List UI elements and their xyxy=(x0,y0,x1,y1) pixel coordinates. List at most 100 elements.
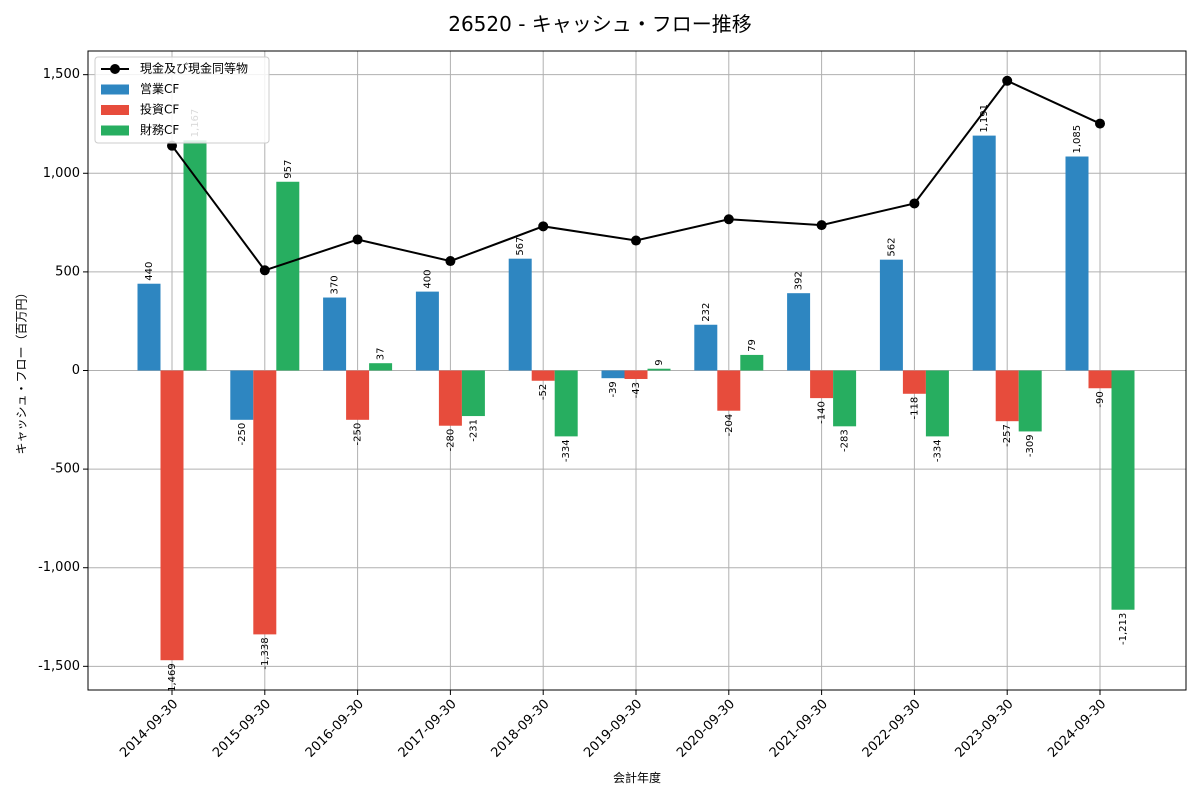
bar xyxy=(995,370,1019,422)
bar xyxy=(1088,370,1112,389)
data-label: 232 xyxy=(701,303,712,322)
cash-point xyxy=(631,235,641,246)
bar xyxy=(879,259,903,371)
data-label: 957 xyxy=(283,160,294,179)
bar xyxy=(740,354,764,371)
bar xyxy=(253,370,277,635)
bar xyxy=(346,370,370,420)
cash-point xyxy=(723,214,734,225)
bar xyxy=(717,370,741,411)
x-tick-label: 2018-09-30 xyxy=(488,697,552,761)
data-label: 370 xyxy=(330,275,341,294)
x-tick-label: 2024-09-30 xyxy=(1045,697,1109,761)
data-label: 392 xyxy=(794,271,805,290)
data-label: -52 xyxy=(538,384,549,400)
data-label: -43 xyxy=(631,382,642,398)
cash-point xyxy=(445,256,456,267)
y-tick-label: -1,500 xyxy=(38,659,80,674)
x-tick-label: 2017-09-30 xyxy=(396,697,460,761)
bar xyxy=(647,368,671,371)
bar xyxy=(461,370,485,417)
legend-point-swatch xyxy=(110,64,120,74)
data-label: -283 xyxy=(840,429,851,452)
chart-title: 26520 - キャッシュ・フロー推移 xyxy=(448,12,752,36)
data-label: -231 xyxy=(468,419,479,442)
y-tick-label: -500 xyxy=(50,462,80,477)
x-tick-label: 2020-09-30 xyxy=(674,697,738,761)
bar xyxy=(230,370,254,420)
data-label: -90 xyxy=(1095,391,1106,407)
data-label: 79 xyxy=(747,339,758,352)
data-label: -250 xyxy=(353,423,364,446)
bar xyxy=(137,283,161,371)
data-label: 400 xyxy=(422,270,433,289)
data-label: -280 xyxy=(445,429,456,452)
legend-label: 投資CF xyxy=(140,102,179,117)
cash-point xyxy=(538,221,549,232)
data-label: -204 xyxy=(724,414,735,437)
bar xyxy=(833,370,857,427)
bar xyxy=(694,324,718,371)
bar xyxy=(902,370,926,394)
legend-bar-swatch xyxy=(101,105,129,115)
legend-label: 営業CF xyxy=(140,82,179,96)
bar xyxy=(601,370,625,379)
x-axis-label: 会計年度 xyxy=(613,770,661,785)
x-tick-label: 2014-09-30 xyxy=(117,697,181,761)
bar xyxy=(787,293,811,371)
x-tick-label: 2016-09-30 xyxy=(303,697,367,761)
legend-label: 現金及び現金同等物 xyxy=(140,61,248,76)
legend-box xyxy=(94,56,270,144)
data-label: 567 xyxy=(515,237,526,256)
y-axis-label: キャッシュ・フロー（百万円） xyxy=(15,286,29,454)
bar xyxy=(1111,370,1135,610)
data-label: -118 xyxy=(909,397,920,420)
y-tick-label: 1,500 xyxy=(43,67,80,82)
data-label: 1,085 xyxy=(1072,125,1083,154)
data-label: 37 xyxy=(376,347,387,360)
cash-point xyxy=(816,220,827,231)
data-label: -1,213 xyxy=(1118,613,1129,645)
data-label: -140 xyxy=(817,401,828,424)
x-tick-label: 2019-09-30 xyxy=(581,697,645,761)
data-label: -1,338 xyxy=(260,637,271,669)
bar xyxy=(160,370,184,661)
x-tick-label: 2022-09-30 xyxy=(860,697,924,761)
cash-point xyxy=(909,198,920,209)
legend-bar-swatch xyxy=(101,84,129,95)
bar xyxy=(415,291,439,371)
y-tick-label: 0 xyxy=(72,363,80,378)
y-tick-label: 1,000 xyxy=(43,166,80,181)
bar xyxy=(554,370,578,437)
data-label: -334 xyxy=(561,439,572,462)
data-label: 562 xyxy=(886,238,897,257)
y-tick-label: 500 xyxy=(55,264,80,279)
bar xyxy=(183,140,207,371)
bar xyxy=(323,297,347,371)
bar xyxy=(972,135,996,371)
bar xyxy=(1018,370,1042,432)
cash-point xyxy=(259,265,270,276)
bar xyxy=(925,370,949,437)
data-label: -309 xyxy=(1025,434,1036,457)
y-tick-label: -1,000 xyxy=(38,560,80,575)
cash-point xyxy=(1002,75,1013,86)
bar xyxy=(1065,156,1089,371)
x-tick-label: 2015-09-30 xyxy=(210,697,274,761)
data-label: -39 xyxy=(608,381,619,397)
data-label: 9 xyxy=(654,359,665,365)
legend-label: 財務CF xyxy=(140,122,179,137)
bar xyxy=(531,370,555,381)
data-label: -257 xyxy=(1002,424,1013,447)
bar xyxy=(276,181,300,371)
bar xyxy=(810,370,834,399)
data-label: 440 xyxy=(144,262,155,281)
bar xyxy=(369,363,393,371)
data-label: 1,191 xyxy=(979,104,990,133)
bar xyxy=(624,370,648,379)
data-label: -1,469 xyxy=(167,663,178,695)
bar xyxy=(438,370,462,426)
